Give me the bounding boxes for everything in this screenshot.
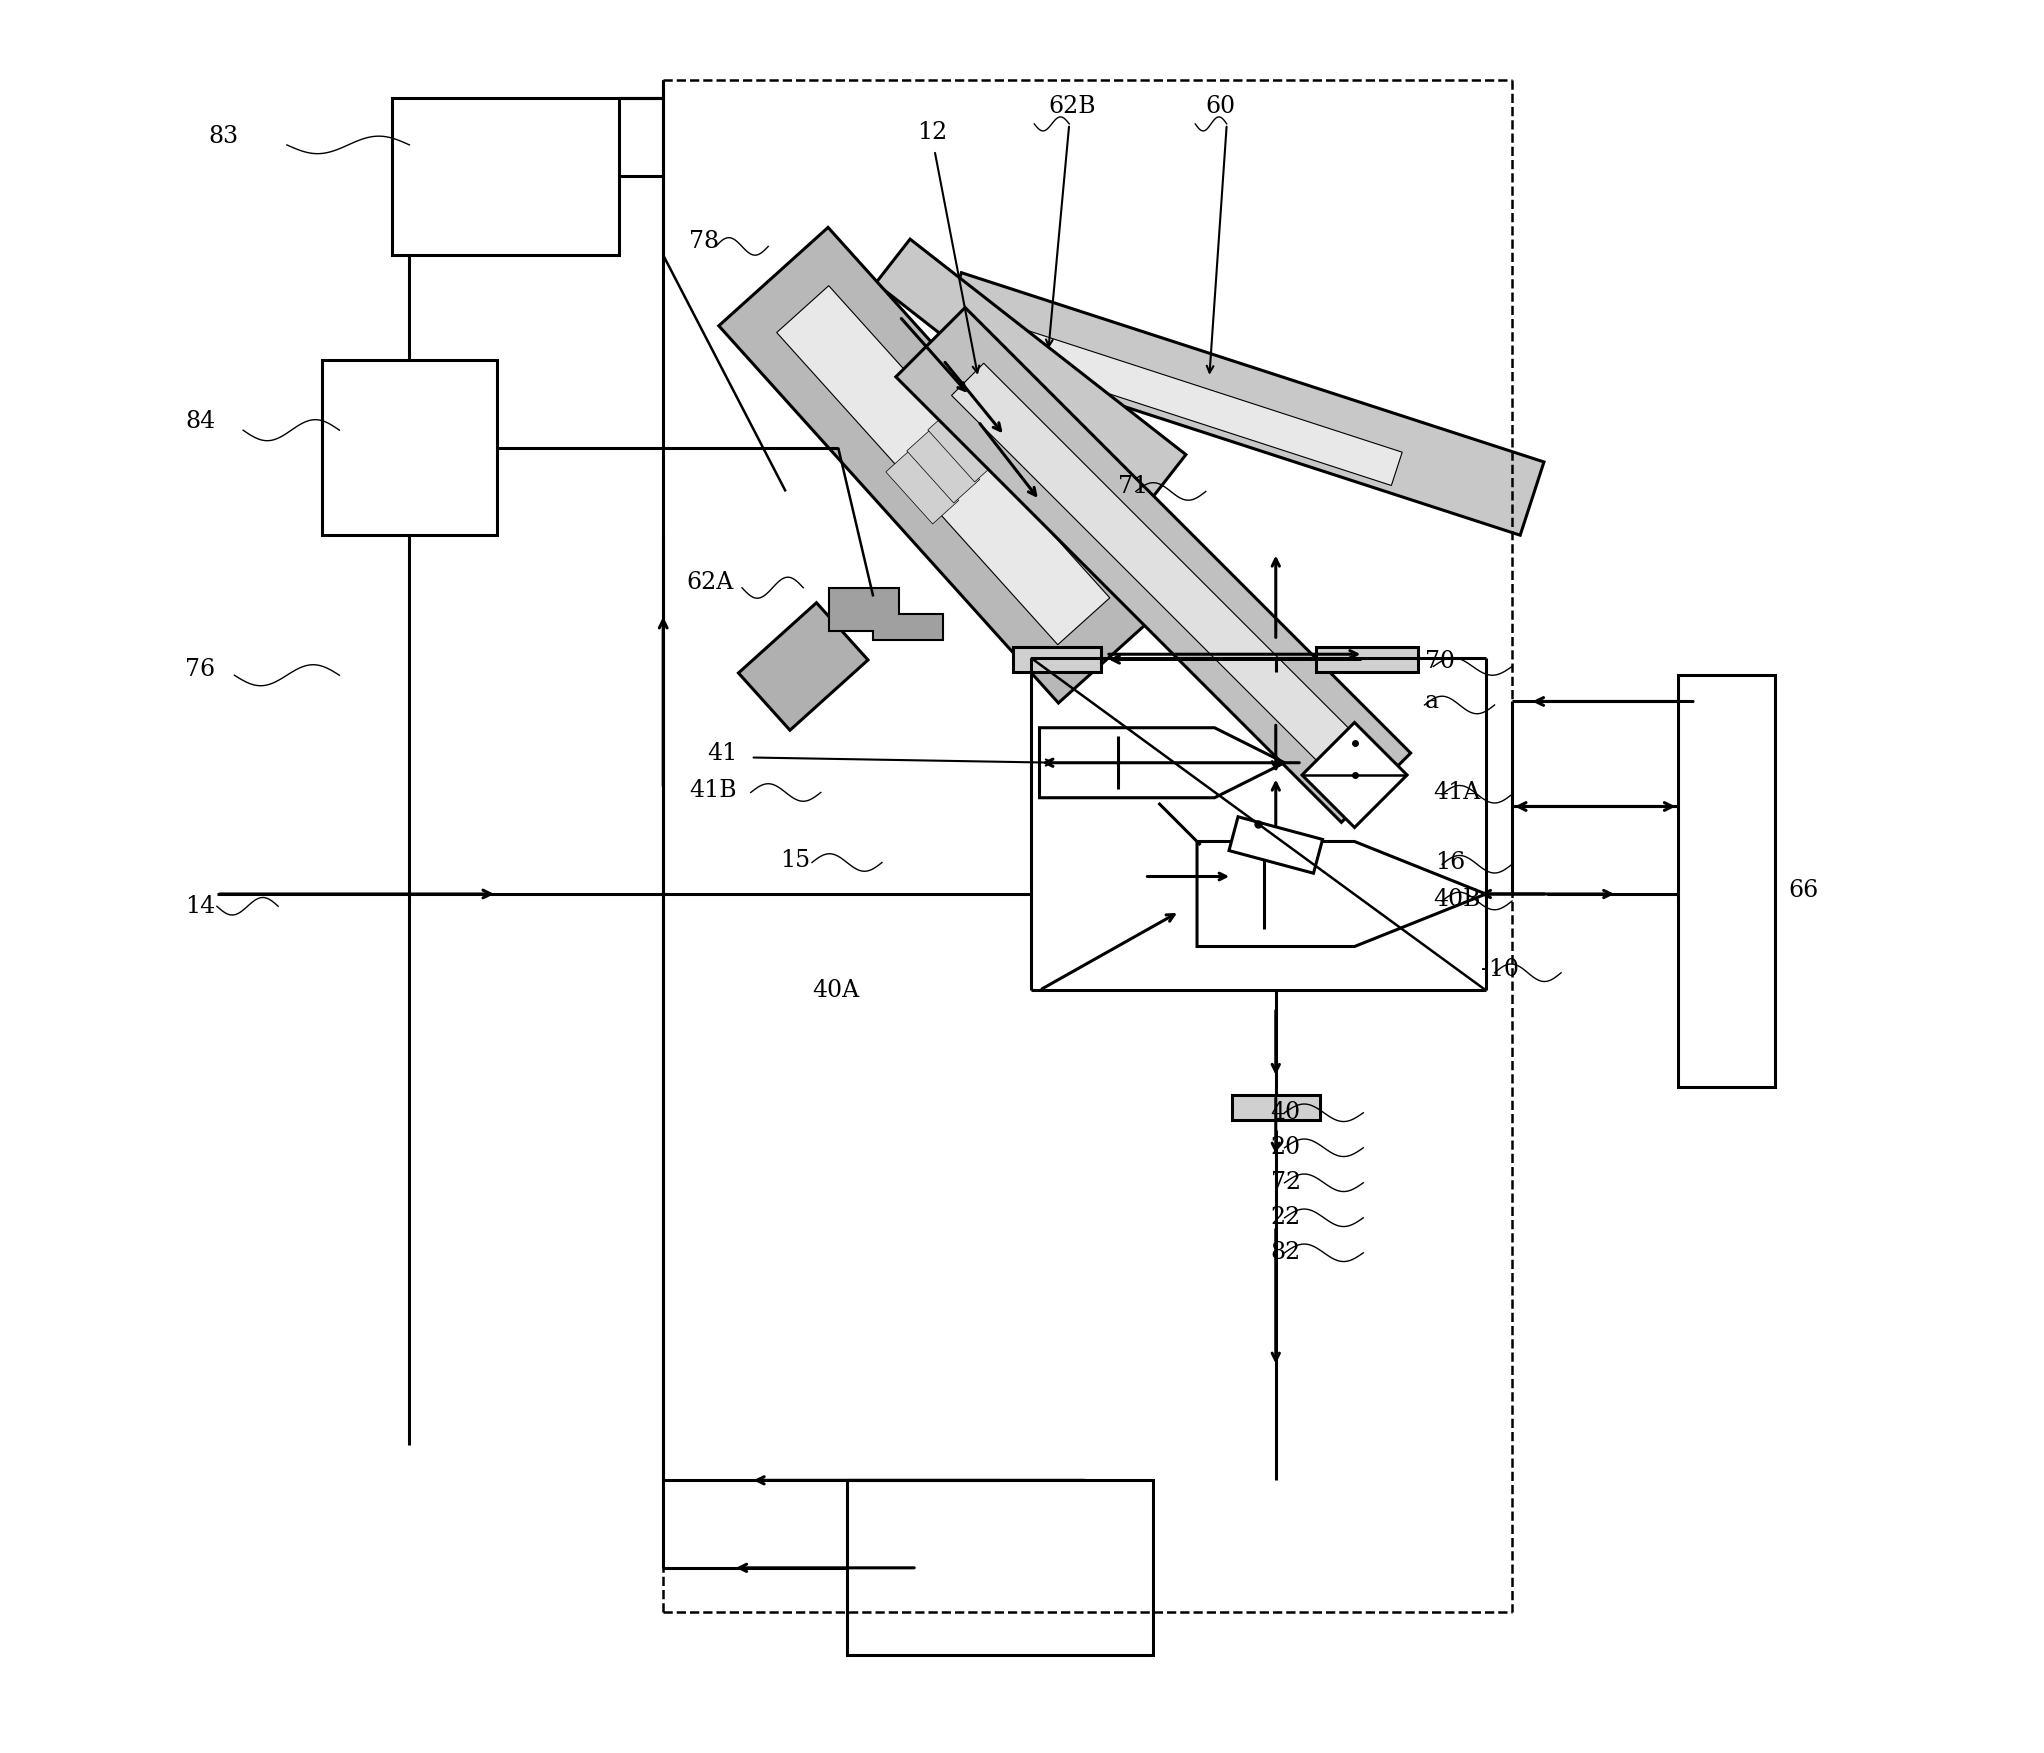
Text: -10: -10 [1480, 957, 1519, 980]
Polygon shape [938, 273, 1543, 535]
Text: 70: 70 [1425, 650, 1455, 673]
Bar [392, 98, 619, 256]
Text: 60: 60 [1206, 95, 1237, 117]
Polygon shape [777, 286, 1110, 645]
Bar [1316, 647, 1419, 671]
Text: 41: 41 [707, 743, 738, 766]
Text: 22: 22 [1271, 1206, 1300, 1229]
Polygon shape [830, 587, 942, 640]
Text: 71: 71 [1118, 475, 1149, 498]
Text: 40A: 40A [811, 978, 858, 1001]
Text: 78: 78 [689, 230, 719, 252]
Text: 83: 83 [208, 124, 239, 147]
Text: 66: 66 [1788, 878, 1819, 903]
Text: 40B: 40B [1433, 887, 1480, 912]
Bar [846, 1480, 1153, 1655]
Polygon shape [991, 323, 1402, 486]
Polygon shape [1040, 727, 1284, 798]
Text: 20: 20 [1271, 1136, 1300, 1159]
Text: 76: 76 [186, 659, 215, 682]
Polygon shape [953, 363, 1355, 766]
Text: 41B: 41B [689, 780, 738, 803]
Text: 62A: 62A [687, 571, 734, 594]
Polygon shape [908, 428, 979, 503]
Polygon shape [928, 407, 1002, 482]
Text: 40: 40 [1271, 1101, 1300, 1124]
Text: 12: 12 [918, 121, 946, 144]
Polygon shape [738, 603, 869, 731]
Text: a: a [1425, 691, 1439, 713]
Polygon shape [719, 228, 1167, 703]
Polygon shape [875, 238, 1186, 500]
Text: 14: 14 [186, 894, 217, 919]
Text: 84: 84 [186, 410, 217, 433]
Bar [1233, 1096, 1320, 1120]
Text: 15: 15 [781, 848, 811, 873]
Polygon shape [885, 449, 959, 524]
Bar [1014, 647, 1102, 671]
Bar [321, 359, 497, 535]
Text: 62B: 62B [1049, 95, 1096, 117]
Polygon shape [895, 307, 1410, 822]
Bar [1678, 675, 1774, 1087]
Text: 72: 72 [1271, 1171, 1300, 1194]
Text: 41A: 41A [1433, 782, 1480, 805]
Polygon shape [1228, 817, 1322, 873]
Text: 16: 16 [1435, 850, 1466, 875]
Polygon shape [1302, 722, 1406, 827]
Polygon shape [1198, 841, 1486, 947]
Text: 82: 82 [1271, 1241, 1300, 1264]
